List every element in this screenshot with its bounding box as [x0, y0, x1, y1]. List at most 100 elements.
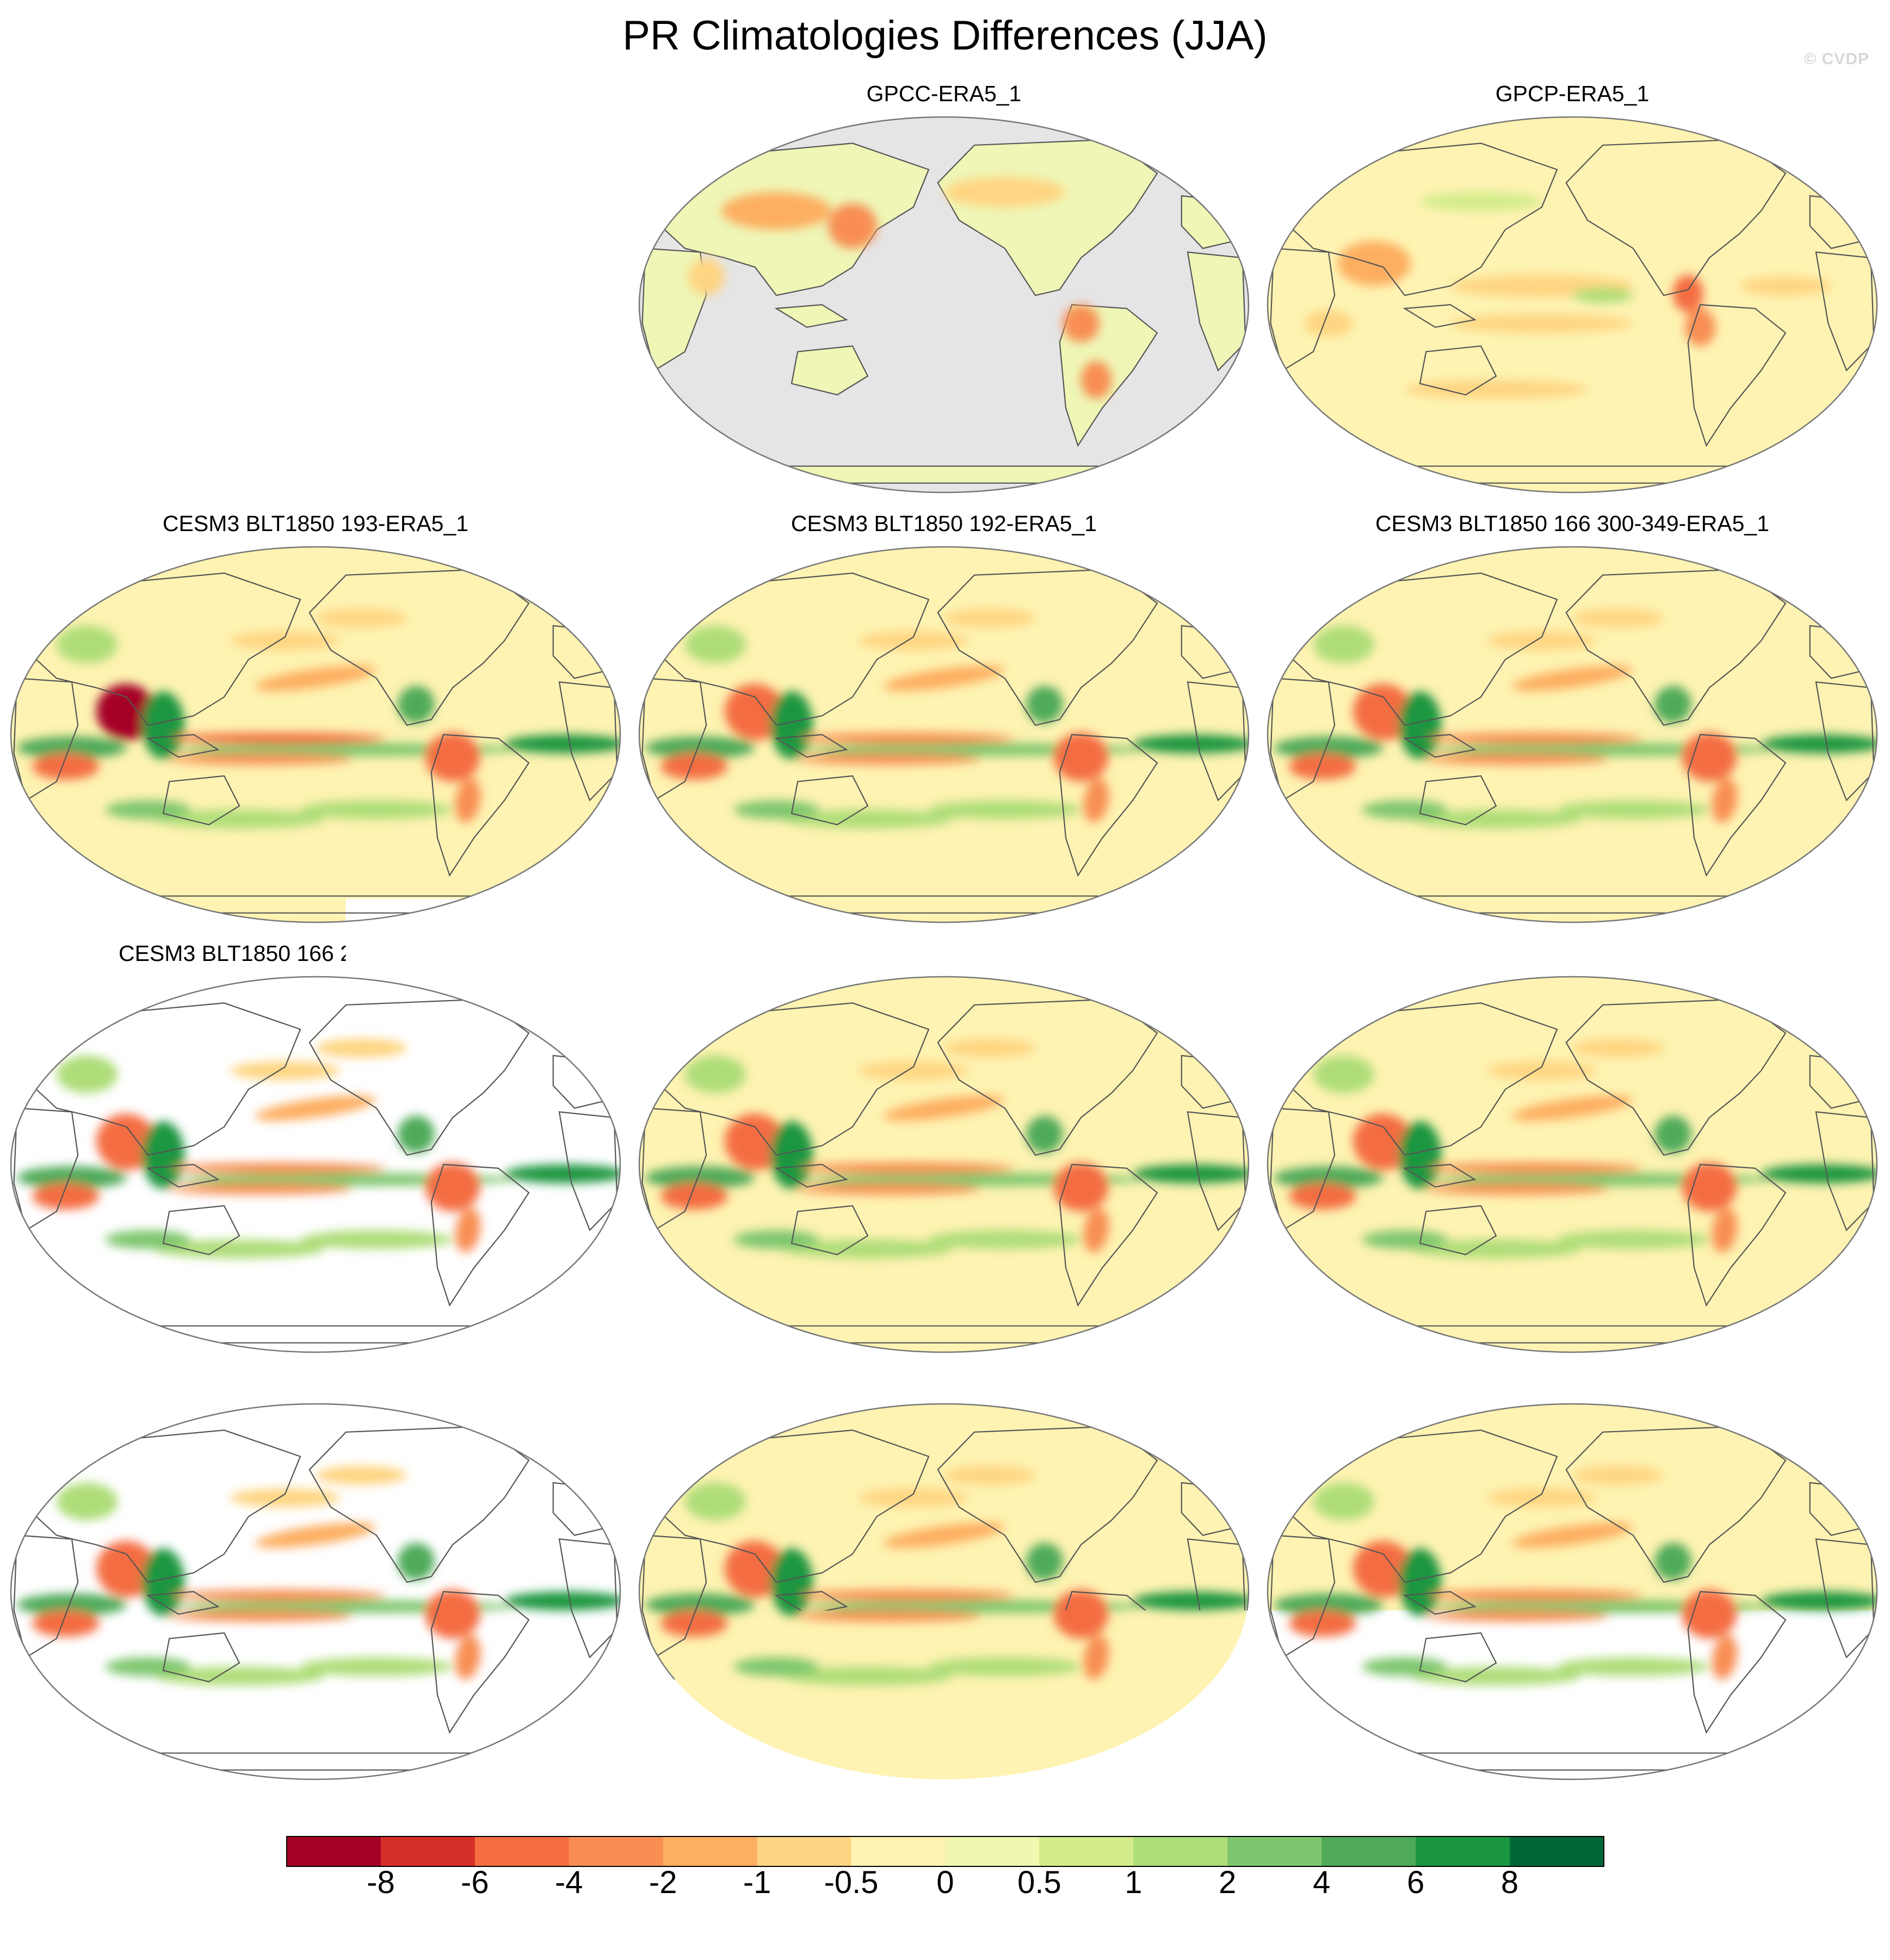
panel-title: CESM3 BLT1850 166 250-299-ERA5_1 [0, 940, 631, 967]
field-anomaly [1362, 800, 1448, 819]
colorbar-tick-label: 1 [1095, 1864, 1171, 1902]
field-anomaly [230, 631, 340, 650]
panel-title: CESM3 BLT1850 166 300-349-ERA5_1 [1257, 510, 1888, 537]
field-anomaly [1405, 380, 1588, 399]
colorbar-swatch [1227, 1836, 1321, 1866]
field-anomaly [1429, 733, 1642, 744]
field-anomaly [57, 626, 118, 663]
field-anomaly [685, 1056, 746, 1093]
colorbar-tick-label: -6 [437, 1864, 513, 1902]
field-anomaly [1450, 314, 1633, 333]
field-anomaly [1054, 1590, 1109, 1639]
colorbar-tick-label: -4 [531, 1864, 607, 1902]
field-anomaly [169, 1184, 352, 1195]
map-panel [11, 1404, 626, 1779]
field-anomaly [172, 1163, 386, 1174]
field-anomaly [944, 1466, 1035, 1485]
field-anomaly [425, 733, 480, 782]
field-anomaly [1572, 1039, 1664, 1058]
field-anomaly [1362, 1230, 1448, 1249]
map-panel [11, 977, 626, 1352]
field-anomaly [169, 1611, 352, 1622]
field-anomaly [1429, 1590, 1642, 1601]
land-anomaly [1081, 361, 1111, 399]
field-anomaly [1487, 1061, 1597, 1080]
field-anomaly [858, 631, 968, 650]
colorbar-tick-label: 8 [1472, 1864, 1548, 1902]
colorbar-swatch [663, 1836, 757, 1866]
map-panel [1268, 1404, 1883, 1779]
colorbar-tick-label: -8 [343, 1864, 419, 1902]
field-anomaly [1673, 275, 1703, 312]
field-anomaly [300, 800, 453, 819]
field-anomaly [1572, 609, 1664, 628]
panel-title: CESM2 piControl A-ERA5_1 [1257, 1367, 1888, 1394]
field-anomaly [1338, 241, 1411, 286]
field-anomaly [106, 800, 191, 819]
panel-title: GPCP-ERA5_1 [1257, 80, 1888, 107]
field-anomaly [1313, 1483, 1374, 1520]
field-anomaly [929, 1230, 1081, 1249]
field-anomaly [1426, 1184, 1609, 1195]
field-anomaly [1557, 1657, 1709, 1677]
field-anomaly [1761, 1164, 1883, 1184]
colorbar-tick-label: 0 [907, 1864, 984, 1902]
field-anomaly [172, 733, 386, 744]
panel-title: CESM3 BLT1850 166 200-249-ERA5_1 [628, 940, 1259, 967]
panel-title: CESM3 BLT1850 192-ERA5_1 [628, 510, 1259, 537]
field-anomaly [425, 1163, 480, 1212]
field-anomaly [504, 1592, 626, 1611]
field-anomaly [1420, 192, 1542, 211]
field-anomaly [685, 626, 746, 663]
field-anomaly [1304, 310, 1353, 336]
field-anomaly [734, 1230, 819, 1249]
field-anomaly [316, 1466, 407, 1485]
land-anomaly [721, 192, 831, 230]
field-anomaly [929, 1657, 1081, 1677]
field-anomaly [300, 1657, 453, 1677]
map-panel [639, 547, 1255, 922]
colorbar-swatch [851, 1836, 946, 1866]
map-panel [639, 117, 1249, 492]
panel-title: CESM3 BLT1850 166 150-199-ERA5_1 [1257, 940, 1888, 967]
land-anomaly [688, 258, 725, 295]
colorbar-units: mm/day [0, 1902, 1890, 1940]
panel-title: CESM2 piControl B-ERA5_1 [628, 1367, 1259, 1394]
field-anomaly [734, 1657, 819, 1677]
field-anomaly [798, 1184, 980, 1195]
field-anomaly [1682, 1163, 1737, 1212]
field-anomaly [1572, 288, 1633, 303]
field-anomaly [1313, 626, 1374, 663]
field-anomaly [1557, 800, 1709, 819]
map-panel [1268, 977, 1883, 1352]
colorbar-swatch [1133, 1836, 1227, 1866]
field-anomaly [798, 1611, 980, 1622]
colorbar-tick-label: -0.5 [813, 1864, 890, 1902]
field-anomaly [734, 800, 819, 819]
colorbar-tick-label: 2 [1189, 1864, 1265, 1902]
colorbar-tick-label: 4 [1283, 1864, 1360, 1902]
colorbar-tick-label: -1 [719, 1864, 795, 1902]
map-panel [639, 977, 1255, 1352]
field-anomaly [1426, 1611, 1609, 1622]
field-anomaly [57, 1483, 118, 1520]
field-anomaly [858, 1488, 968, 1507]
map-panel [11, 547, 626, 922]
colorbar-swatch [1039, 1836, 1133, 1866]
field-anomaly [1133, 735, 1255, 754]
field-anomaly [685, 1483, 746, 1520]
field-anomaly [858, 1061, 968, 1080]
field-anomaly [1557, 1230, 1709, 1249]
field-anomaly [1362, 1657, 1448, 1677]
field-anomaly [1426, 754, 1609, 765]
field-anomaly [504, 735, 626, 754]
colorbar-swatch [946, 1836, 1040, 1866]
map-panel [1268, 117, 1877, 492]
field-anomaly [801, 1163, 1014, 1174]
field-anomaly [1685, 309, 1715, 346]
field-anomaly [230, 1488, 340, 1507]
colorbar-swatch [475, 1836, 569, 1866]
panel-title: CESM2 piControl C-ERA5_1 [0, 1367, 631, 1394]
colorbar-tick-label: 6 [1378, 1864, 1454, 1902]
field-anomaly [504, 1164, 626, 1184]
